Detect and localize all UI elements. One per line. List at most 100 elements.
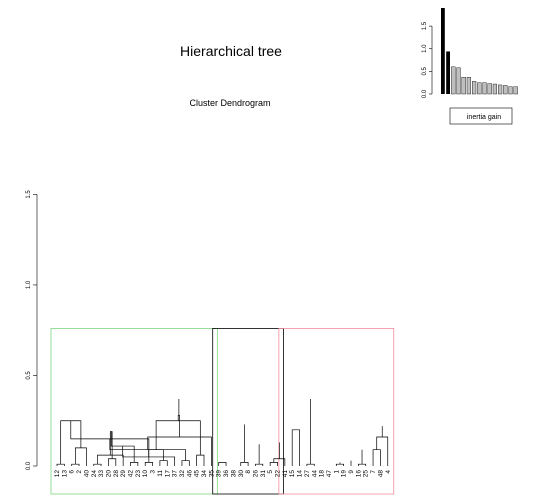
- inertia-bar: [446, 51, 450, 94]
- dendrogram-leaf-label: 6: [69, 470, 76, 474]
- dendrogram-link: [108, 458, 117, 466]
- dendrogram-leaf-label: 46: [186, 470, 193, 478]
- inertia-bar: [472, 81, 477, 95]
- dendrogram-chart: Cluster Dendrogram 0.00.51.01.5 12 13 6 2 40…: [26, 98, 395, 495]
- dendrogram-link: [196, 454, 205, 466]
- dendrogram-link: [273, 458, 286, 466]
- cluster-box: [212, 327, 284, 495]
- dendrogram-leaf-label: 32: [179, 470, 186, 478]
- dendrogram-leaf-label: 11: [157, 470, 164, 477]
- dendrogram-title: Cluster Dendrogram: [189, 98, 270, 108]
- inertia-bar: [487, 83, 492, 95]
- dendrogram-leaf-label: 44: [311, 470, 318, 478]
- dendrogram-link: [71, 463, 80, 466]
- dendrogram-link: [159, 460, 168, 466]
- dendrogram-leaf-label: 26: [252, 470, 259, 478]
- dendrogram-link: [218, 462, 227, 466]
- dendrogram-leaf-label: 10: [142, 470, 149, 478]
- dendrogram-link: [130, 462, 139, 466]
- dendrogram-leaf-label: 3: [150, 470, 157, 474]
- dendrogram-leaf-label: 35: [208, 470, 215, 478]
- inertia-legend-label: inertia gain: [467, 114, 501, 121]
- dendrogram-link: [358, 463, 367, 466]
- inertia-bar: [477, 82, 482, 95]
- inertia-bar: [482, 82, 487, 95]
- dendrogram-leaf-label: 20: [105, 470, 112, 478]
- dendrogram-leaf-label: 25: [363, 470, 370, 478]
- dendrogram-leaf-label: 39: [216, 470, 223, 478]
- dendrogram-leaf-label: 5: [267, 470, 274, 474]
- dendrogram-leaf-label: 30: [238, 470, 245, 478]
- dendrogram-leaf-label: 23: [135, 470, 142, 478]
- dendrogram-leaf-label: 40: [83, 470, 90, 478]
- dendrogram-link: [155, 420, 201, 456]
- dendrogram-link: [240, 462, 249, 466]
- dendrogram-leaf-labels: 12 13 6 2 40 24 33 20 28 29 42 23 10 3 11 17 37 32 46 45 34 3…: [54, 470, 392, 478]
- dendrogram-leaf-label: 48: [377, 470, 384, 478]
- dendrogram-leaf-label: 41: [282, 470, 289, 478]
- dendrogram-leaf-label: 22: [275, 470, 282, 478]
- dendrogram-y-tick-label: 1.5: [26, 190, 32, 199]
- inertia-bar: [508, 86, 513, 95]
- inertia-y-tick-label: 1.5: [422, 21, 428, 30]
- inertia-legend-box: [449, 107, 513, 125]
- dendrogram-leaf-label: 13: [61, 470, 68, 478]
- dendrogram-link: [56, 463, 65, 466]
- inertia-bar: [451, 66, 456, 95]
- dendrogram-y-tick-label: 0.5: [26, 371, 32, 380]
- dendrogram-link: [148, 449, 164, 461]
- dendrogram-leaf-label: 16: [355, 470, 362, 478]
- dendrogram-leaf-label: 38: [230, 470, 237, 478]
- dendrogram-y-tick-label: 0.0: [26, 461, 32, 470]
- dendrogram-leaf-label: 17: [164, 470, 171, 478]
- inertia-bar: [513, 86, 518, 95]
- dendrogram-leaf-label: 47: [326, 470, 333, 478]
- dendrogram-leaf-label: 7: [370, 470, 377, 474]
- dendrogram-leaf-label: 1: [333, 470, 340, 474]
- dendrogram-link: [306, 463, 315, 466]
- dendrogram-link: [335, 463, 344, 466]
- inertia-bar: [461, 77, 466, 95]
- dendrogram-leaf-label: 8: [245, 470, 252, 474]
- inertia-bar: [492, 83, 497, 95]
- inertia-bar: [466, 77, 471, 95]
- dendrogram-link: [255, 463, 264, 466]
- dendrogram-y-tick-label: 1.0: [26, 280, 32, 289]
- dendrogram-leaf-label: 19: [341, 470, 348, 478]
- dendrogram-link: [269, 462, 278, 466]
- dendrogram-leaf-label: 24: [91, 470, 98, 478]
- dendrogram-leaf-label: 33: [98, 470, 105, 478]
- dendrogram-link: [181, 460, 190, 466]
- dendrogram-leaf-label: 36: [223, 470, 230, 478]
- dendrogram-leaf-label: 28: [113, 470, 120, 478]
- inertia-bar: [503, 85, 508, 95]
- dendrogram-leaf-label: 4: [385, 470, 392, 474]
- inertia-bar: [456, 67, 461, 95]
- dendrogram-link: [147, 436, 212, 466]
- inertia-bar: [441, 8, 445, 94]
- inertia-y-tick-label: 1.0: [422, 44, 428, 53]
- dendrogram-leaf-label: 45: [194, 470, 201, 478]
- dendrogram-link: [177, 414, 180, 438]
- dendrogram-leaf-label: 12: [54, 470, 61, 478]
- inertia-y-tick-label: 0.0: [422, 89, 428, 98]
- dendrogram-link: [372, 449, 381, 466]
- dendrogram-leaf-label: 27: [304, 470, 311, 478]
- dendrogram-leaf-label: 31: [260, 470, 267, 478]
- inertia-legend: inertia gain: [449, 107, 513, 125]
- main-title: Hierarchical tree: [180, 43, 282, 59]
- dendrogram-leaf-label: 18: [319, 470, 326, 478]
- dendrogram-leaf-label: 15: [289, 470, 296, 478]
- inertia-y-tick-label: 0.5: [422, 67, 428, 76]
- dendrogram-leaf-label: 29: [120, 470, 127, 478]
- dendrogram-leaf-label: 37: [172, 470, 179, 478]
- dendrogram-leaf-label: 14: [297, 470, 304, 478]
- dendrogram-leaf-label: 34: [201, 470, 208, 478]
- inertia-y-axis: 0.0 0.5 1.0 1.5: [422, 21, 433, 98]
- dendrogram-link: [93, 463, 102, 466]
- dendrogram-links: [56, 399, 389, 466]
- cluster-box: [278, 327, 395, 495]
- inertia-bars: [441, 8, 518, 95]
- dendrogram-link: [144, 462, 153, 466]
